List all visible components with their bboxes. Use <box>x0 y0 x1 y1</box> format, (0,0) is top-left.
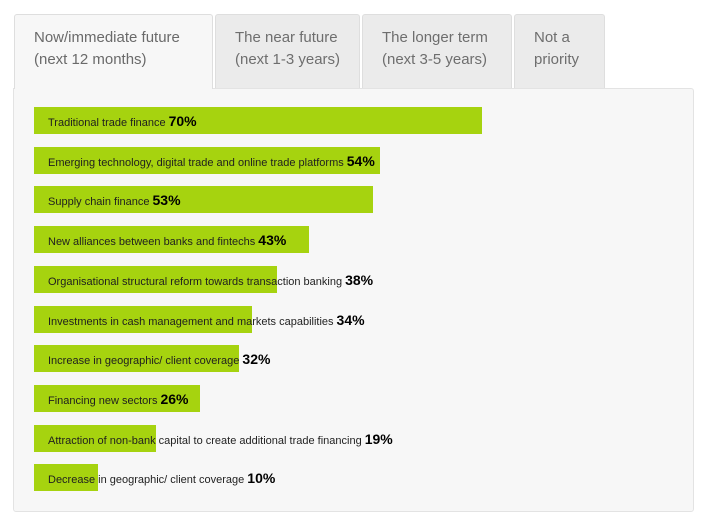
value-label: 34% <box>336 312 365 328</box>
bar <box>34 107 482 134</box>
category-label: Emerging technology, digital trade and o… <box>48 157 344 169</box>
category-label: Supply chain finance <box>48 196 150 208</box>
category-label: Investments in cash management and marke… <box>48 316 334 328</box>
bar <box>34 425 156 452</box>
bar <box>34 306 252 333</box>
tab-subtitle: (next 12 months) <box>34 51 147 68</box>
bar-label: Investments in cash management and marke… <box>48 306 365 333</box>
bar-label: Organisational structural reform towards… <box>48 266 373 293</box>
tab-title: Now/immediate future <box>34 29 180 46</box>
category-label: Increase in geographic/ client coverage <box>48 355 240 367</box>
bar-row: Attraction of non-bank capital to create… <box>34 425 674 452</box>
category-label: Decrease in geographic/ client coverage <box>48 474 245 486</box>
tab-subtitle: (next 1-3 years) <box>235 51 341 68</box>
category-label: Attraction of non-bank capital to create… <box>48 435 362 447</box>
bar-row: Emerging technology, digital trade and o… <box>34 147 674 174</box>
tab-subtitle: (next 3-5 years) <box>382 51 488 68</box>
bar <box>34 186 373 213</box>
category-label: New alliances between banks and fintechs <box>48 236 256 248</box>
tab-subtitle: priority <box>534 51 580 68</box>
value-label: 32% <box>242 351 271 367</box>
chart-panel: Traditional trade finance 70% Emerging tec… <box>13 88 694 512</box>
bar-label: New alliances between banks and fintechs… <box>48 226 286 253</box>
category-label: Financing new sectors <box>48 395 158 407</box>
value-label: 53% <box>152 192 181 208</box>
bar-row: Decrease in geographic/ client coverage 1… <box>34 464 674 491</box>
bar-label: Traditional trade finance 70% <box>48 107 197 134</box>
bar-row: Traditional trade finance 70% <box>34 107 674 134</box>
tab-title: The longer term <box>382 29 488 46</box>
bar-label: Increase in geographic/ client coverage 3… <box>48 345 270 372</box>
bar <box>34 226 309 253</box>
tab-near-future[interactable]: The near future (next 1-3 years) <box>215 14 360 88</box>
value-label: 26% <box>160 391 189 407</box>
bar-row: Investments in cash management and marke… <box>34 306 674 333</box>
bar-label: Attraction of non-bank capital to create… <box>48 425 393 452</box>
bar-row: Increase in geographic/ client coverage 3… <box>34 345 674 372</box>
bar-label: Supply chain finance 53% <box>48 186 181 213</box>
bar-label: Financing new sectors 26% <box>48 385 188 412</box>
value-label: 43% <box>258 232 287 248</box>
tab-title: The near future <box>235 29 338 46</box>
value-label: 38% <box>345 272 374 288</box>
value-label: 70% <box>168 113 197 129</box>
bar-label: Emerging technology, digital trade and o… <box>48 147 375 174</box>
category-label: Organisational structural reform towards… <box>48 276 343 288</box>
bar-label: Decrease in geographic/ client coverage 1… <box>48 464 275 491</box>
tab-title: Not a <box>534 29 570 46</box>
bar <box>34 464 98 491</box>
value-label: 54% <box>346 153 375 169</box>
tab-longer-term[interactable]: The longer term (next 3-5 years) <box>362 14 512 88</box>
tab-not-a-priority[interactable]: Not a priority <box>514 14 605 88</box>
bar <box>34 345 239 372</box>
category-label: Traditional trade finance <box>48 117 166 129</box>
bar-row: Organisational structural reform towards… <box>34 266 674 293</box>
bar-row: New alliances between banks and fintechs… <box>34 226 674 253</box>
bar-row: Supply chain finance 53% <box>34 186 674 213</box>
tab-now-immediate-future[interactable]: Now/immediate future (next 12 months) <box>14 14 213 89</box>
value-label: 10% <box>247 470 276 486</box>
bar <box>34 385 200 412</box>
bar <box>34 266 277 293</box>
value-label: 19% <box>364 431 393 447</box>
bar-row: Financing new sectors 26% <box>34 385 674 412</box>
bar <box>34 147 380 174</box>
